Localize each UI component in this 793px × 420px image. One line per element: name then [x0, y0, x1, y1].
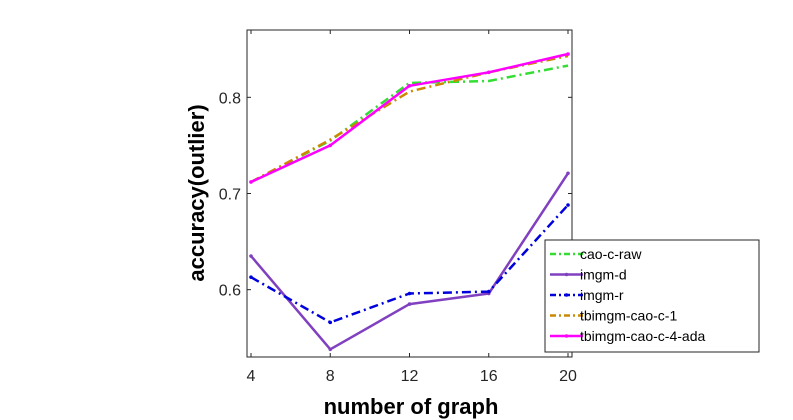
x-axis-label: number of graph: [324, 394, 499, 419]
legend-marker: [564, 293, 569, 297]
legend-marker: [564, 334, 569, 338]
series-tbimgm-cao-c-4-ada: [249, 52, 570, 184]
data-point: [328, 320, 333, 325]
data-point: [328, 347, 333, 352]
data-point: [566, 52, 570, 56]
legend-item: cao-c-raw: [550, 246, 642, 262]
data-point: [249, 254, 253, 258]
legend-item: tbimgm-cao-c-4-ada: [550, 328, 705, 344]
x-tick-label: 16: [480, 368, 498, 385]
y-axis-label: accuracy(outlier): [184, 104, 209, 281]
data-point: [486, 70, 491, 75]
legend-label: tbimgm-cao-c-4-ada: [580, 328, 705, 344]
legend-label: cao-c-raw: [580, 246, 642, 262]
data-point: [566, 203, 570, 207]
data-point: [486, 289, 491, 294]
y-tick-label: 0.6: [219, 283, 241, 300]
data-point: [328, 143, 333, 148]
tick-layer: 4 8 12 16 20 0.6 0.7 0.8: [219, 30, 577, 385]
y-tick-label: 0.7: [219, 187, 241, 204]
x-tick-label: 8: [326, 368, 335, 385]
legend-label: imgm-r: [580, 287, 624, 303]
data-point: [407, 302, 412, 306]
data-point: [249, 180, 253, 184]
legend-item: imgm-r: [550, 287, 624, 303]
x-tick-label: 12: [401, 368, 419, 385]
data-point: [566, 171, 570, 176]
x-tick-label: 4: [247, 368, 256, 385]
data-point: [407, 291, 412, 296]
legend-box: [544, 239, 760, 353]
legend-item: tbimgm-cao-c-1: [550, 308, 677, 324]
legend: cao-c-raw imgm-d imgm-r tbimgm-cao-c-1 tbimg…: [544, 239, 760, 353]
data-point: [407, 83, 412, 88]
x-tick-label: 20: [559, 368, 577, 385]
legend-label: imgm-d: [580, 267, 627, 283]
series-layer: [249, 52, 570, 352]
legend-label: tbimgm-cao-c-1: [580, 308, 677, 324]
y-tick-label: 0.8: [219, 90, 241, 107]
data-point: [249, 275, 253, 279]
series-imgm-r: [249, 203, 570, 325]
legend-item: imgm-d: [550, 267, 627, 283]
legend-marker: [564, 272, 569, 277]
